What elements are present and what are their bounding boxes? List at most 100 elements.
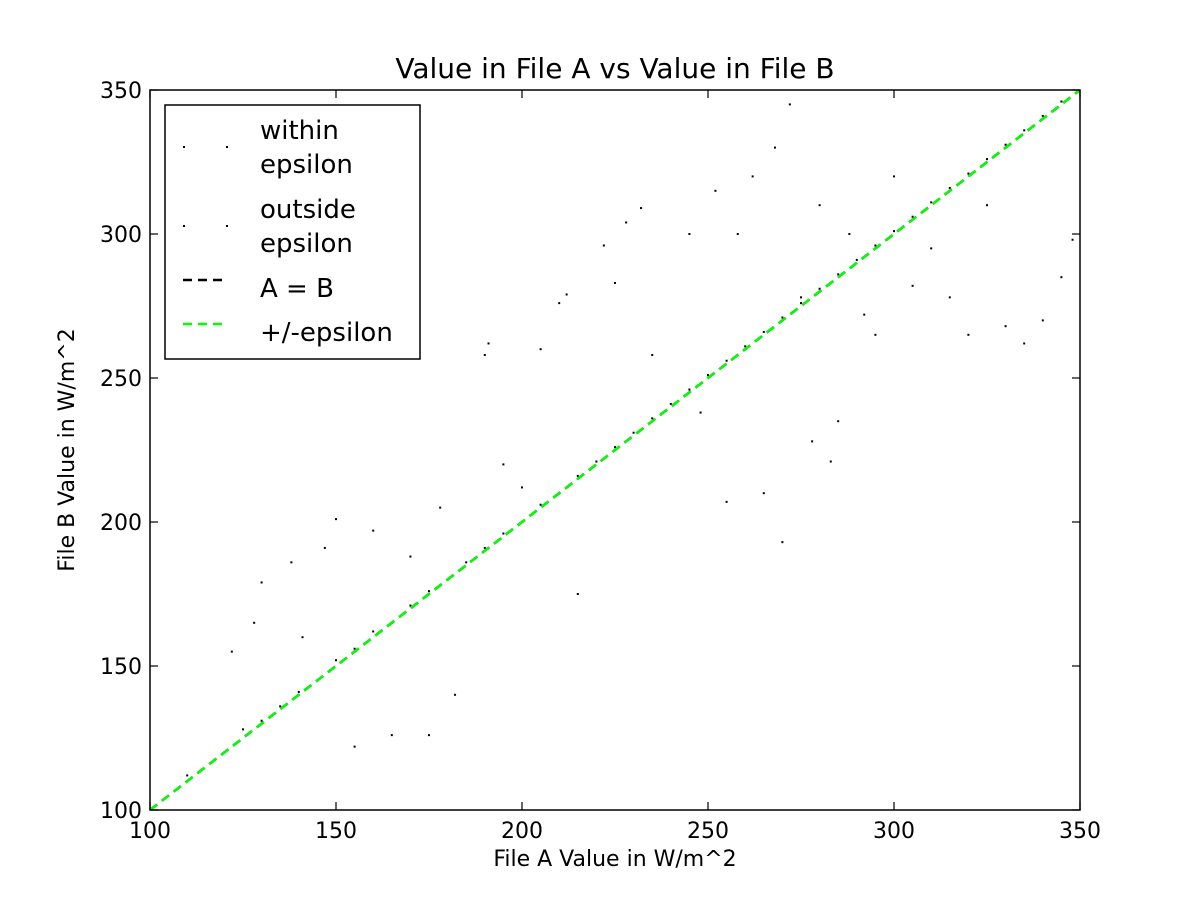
data-point <box>260 581 263 584</box>
data-point <box>788 103 791 106</box>
data-point <box>230 650 233 653</box>
data-point <box>353 745 356 748</box>
data-point <box>521 486 523 489</box>
data-point <box>1023 342 1026 345</box>
data-point <box>372 630 375 633</box>
x-tick-label: 300 <box>873 819 915 844</box>
legend-label: within <box>260 116 339 146</box>
legend-label: epsilon <box>260 229 353 259</box>
data-point <box>428 590 430 593</box>
data-point <box>930 247 933 250</box>
data-point <box>614 446 616 449</box>
x-tick-label: 200 <box>501 819 543 844</box>
data-point <box>483 353 486 356</box>
legend-marker <box>183 225 185 227</box>
data-point <box>323 546 326 549</box>
data-point <box>800 302 802 305</box>
data-point <box>893 230 895 233</box>
data-point <box>539 503 542 506</box>
data-point <box>800 296 802 299</box>
data-point <box>855 258 858 261</box>
data-point <box>565 293 568 296</box>
data-point <box>837 420 840 423</box>
data-point <box>781 541 784 544</box>
y-tick-label: 250 <box>100 367 142 392</box>
data-point <box>558 302 561 305</box>
data-point <box>837 273 840 276</box>
data-point <box>930 201 933 204</box>
data-point <box>1071 238 1074 241</box>
x-tick-label: 350 <box>1059 819 1101 844</box>
data-point <box>848 233 851 235</box>
data-point <box>1060 100 1063 103</box>
x-tick-label: 250 <box>687 819 729 844</box>
data-point <box>911 215 914 218</box>
data-point <box>688 233 691 235</box>
y-tick-label: 300 <box>100 223 142 248</box>
data-point <box>454 693 457 696</box>
data-point <box>874 244 877 247</box>
legend-label: A = B <box>260 274 334 304</box>
data-point <box>751 175 754 178</box>
data-point <box>714 189 717 192</box>
data-point <box>186 774 189 777</box>
legend-marker <box>183 146 185 148</box>
data-point <box>1023 129 1026 132</box>
data-point <box>409 604 412 607</box>
lines-layer <box>150 90 1080 810</box>
data-point <box>335 518 337 521</box>
data-point <box>948 296 951 299</box>
data-point <box>1004 143 1007 146</box>
data-point <box>502 532 505 535</box>
data-point <box>576 474 579 477</box>
data-point <box>986 204 988 207</box>
data-point <box>818 204 821 207</box>
legend-box <box>164 104 421 360</box>
data-point <box>725 500 728 503</box>
data-point <box>640 207 643 210</box>
legend-label: outside <box>260 195 356 225</box>
data-point <box>253 621 256 624</box>
axes-frame <box>149 89 1081 811</box>
data-point <box>1041 319 1044 322</box>
data-point <box>290 561 293 564</box>
data-point <box>736 233 739 235</box>
data-point <box>301 636 304 639</box>
legend-label: epsilon <box>260 150 353 180</box>
data-point <box>576 593 579 595</box>
data-point <box>602 244 605 247</box>
data-point <box>335 659 337 662</box>
data-point <box>465 561 468 564</box>
data-point <box>651 417 654 420</box>
data-point <box>762 330 765 333</box>
y-tick-label: 150 <box>100 655 142 680</box>
data-point <box>874 333 877 336</box>
data-point <box>487 342 490 345</box>
data-point <box>688 388 691 391</box>
x-axis-label: File A Value in W/m^2 <box>493 847 736 872</box>
data-point <box>409 555 412 558</box>
data-point <box>428 734 430 737</box>
chart-title: Value in File A vs Value in File B <box>395 52 834 85</box>
axes-layer: 100 150 200 250 300 350 100 150 200 250 300 350 <box>100 79 1101 844</box>
x-tick-label: 150 <box>315 819 357 844</box>
series-line <box>150 90 1080 810</box>
data-point <box>669 402 672 405</box>
data-point <box>948 186 951 189</box>
data-point <box>1060 276 1063 279</box>
data-point <box>483 546 486 549</box>
x-tick-label: 100 <box>129 819 171 844</box>
data-point <box>744 345 747 348</box>
y-tick-label: 100 <box>100 799 142 824</box>
data-point <box>773 146 776 149</box>
data-point <box>893 175 895 178</box>
y-tick-label: 350 <box>100 79 142 104</box>
data-point <box>863 313 866 316</box>
data-point <box>632 431 635 434</box>
data-point <box>829 460 832 463</box>
data-point <box>967 172 970 175</box>
data-point <box>260 719 263 722</box>
legend: within epsilon outside epsilon A = B +/-epsil… <box>164 104 421 360</box>
